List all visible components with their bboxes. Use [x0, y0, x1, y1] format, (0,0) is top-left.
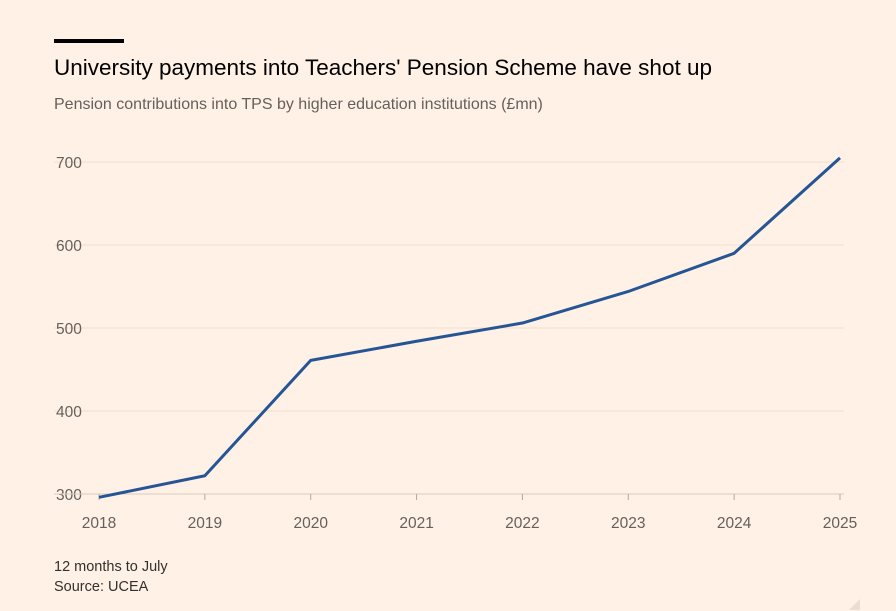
header-rule	[54, 39, 124, 43]
corner-mark	[849, 599, 860, 610]
chart-subtitle: Pension contributions into TPS by higher…	[54, 96, 543, 113]
y-tick-label-400: 400	[56, 404, 82, 421]
x-tick-label-2024: 2024	[717, 515, 752, 532]
source-note: Source: UCEA	[54, 579, 149, 595]
footnote: 12 months to July	[54, 559, 168, 575]
x-tick-label-2023: 2023	[611, 515, 645, 532]
x-tick-label-2019: 2019	[188, 515, 222, 532]
y-tick-label-500: 500	[56, 321, 82, 338]
y-tick-label-700: 700	[56, 155, 82, 172]
series-line-0	[98, 156, 842, 499]
y-tick-label-600: 600	[56, 238, 82, 255]
x-tick-label-2018: 2018	[82, 515, 116, 532]
x-tick-label-2022: 2022	[505, 515, 539, 532]
x-tick-label-2021: 2021	[399, 515, 433, 532]
x-tick-label-2020: 2020	[293, 515, 328, 532]
chart-title: University payments into Teachers' Pensi…	[54, 55, 712, 80]
y-tick-label-300: 300	[56, 487, 82, 504]
x-tick-label-2025: 2025	[823, 515, 857, 532]
